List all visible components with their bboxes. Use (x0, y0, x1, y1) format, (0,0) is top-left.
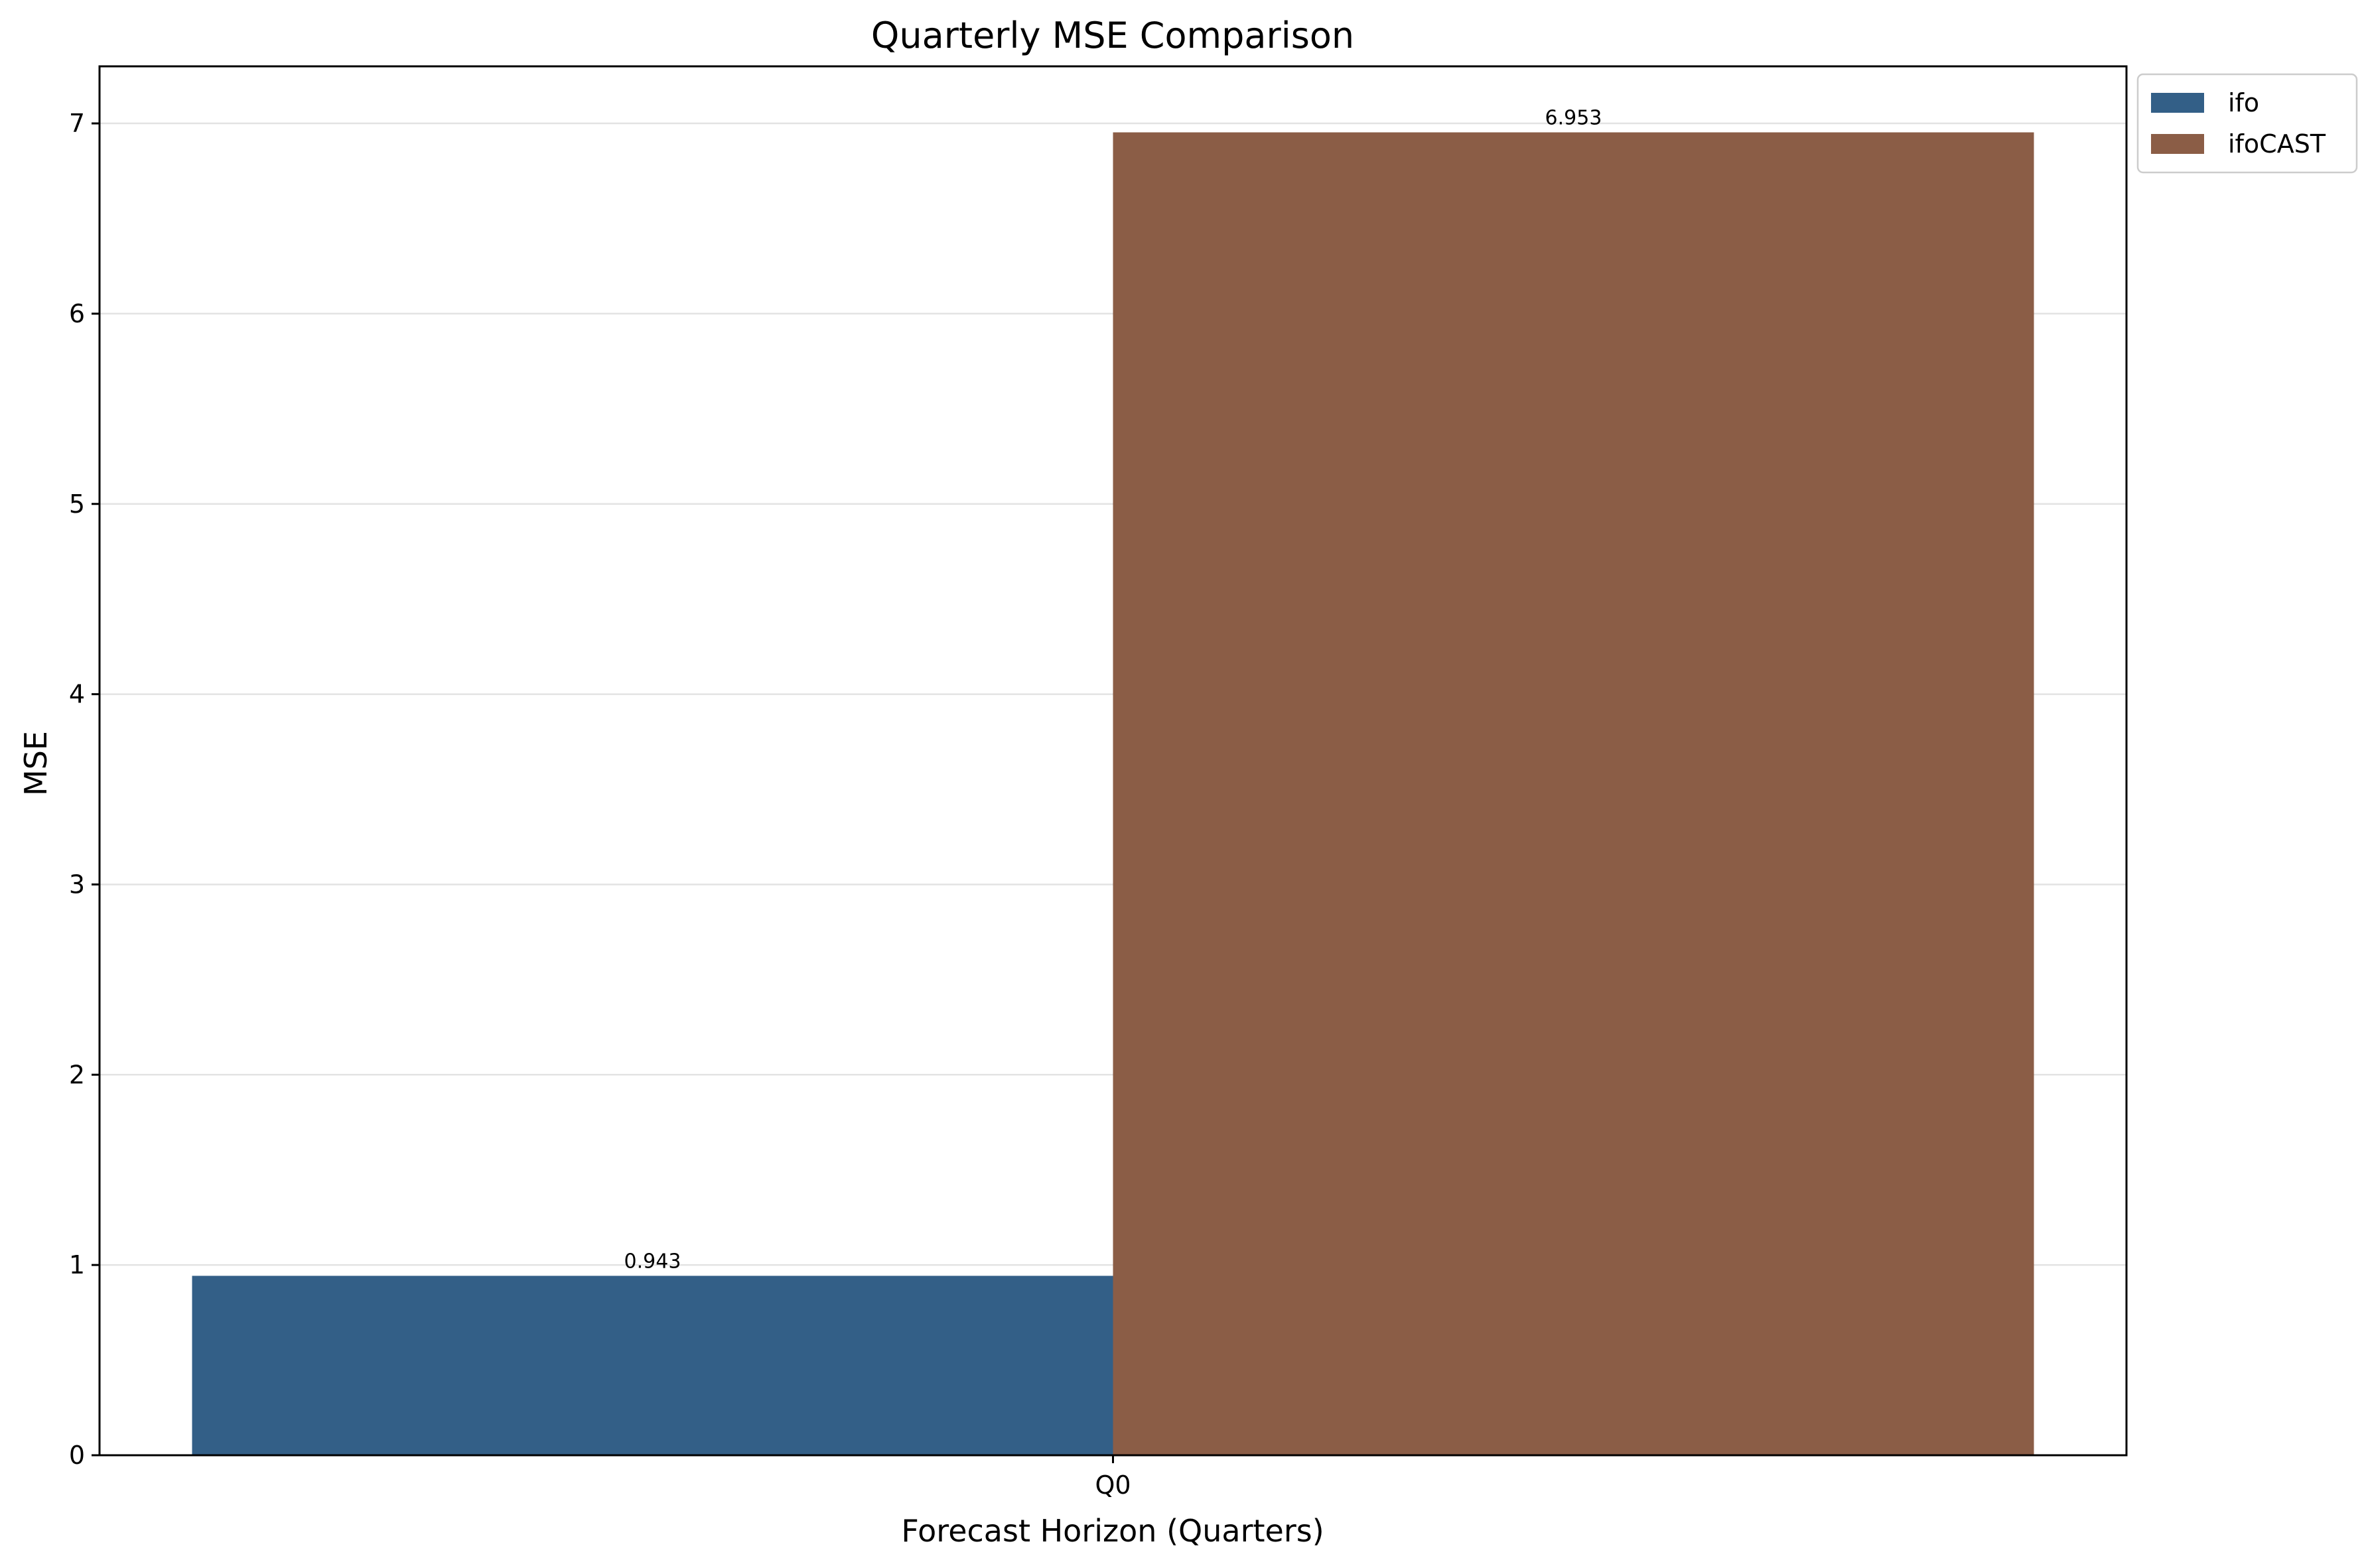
data-label-ifo: 0.943 (624, 1250, 681, 1274)
y-tick-label: 5 (69, 490, 85, 519)
y-tick-label: 7 (69, 109, 85, 138)
bar-ifoCAST-Q0 (1113, 132, 2034, 1455)
x-tick-label: Q0 (1095, 1470, 1131, 1500)
y-tick-label: 6 (69, 299, 85, 328)
legend-label-ifo: ifo (2228, 88, 2259, 117)
legend: ifo ifoCAST (2136, 73, 2358, 174)
y-axis-ticks: 0 1 2 3 4 5 6 7 (69, 109, 100, 1470)
x-axis-ticks: Q0 (1095, 1455, 1131, 1500)
y-tick-label: 0 (69, 1441, 85, 1470)
data-label-ifoCAST: 6.953 (1545, 107, 1602, 130)
bars (192, 132, 2034, 1455)
legend-label-ifoCAST: ifoCAST (2228, 129, 2326, 159)
y-tick-label: 2 (69, 1060, 85, 1089)
legend-swatch-ifo (2151, 93, 2204, 113)
chart-title: Quarterly MSE Comparison (871, 15, 1354, 56)
y-tick-label: 1 (69, 1250, 85, 1279)
x-axis-label: Forecast Horizon (Quarters) (901, 1513, 1324, 1549)
bar-ifo-Q0 (192, 1275, 1113, 1455)
y-tick-label: 4 (69, 680, 85, 709)
y-axis-label: MSE (18, 731, 54, 796)
y-tick-label: 3 (69, 870, 85, 899)
legend-swatch-ifoCAST (2151, 134, 2204, 154)
data-labels: 0.943 6.953 (624, 107, 1602, 1274)
